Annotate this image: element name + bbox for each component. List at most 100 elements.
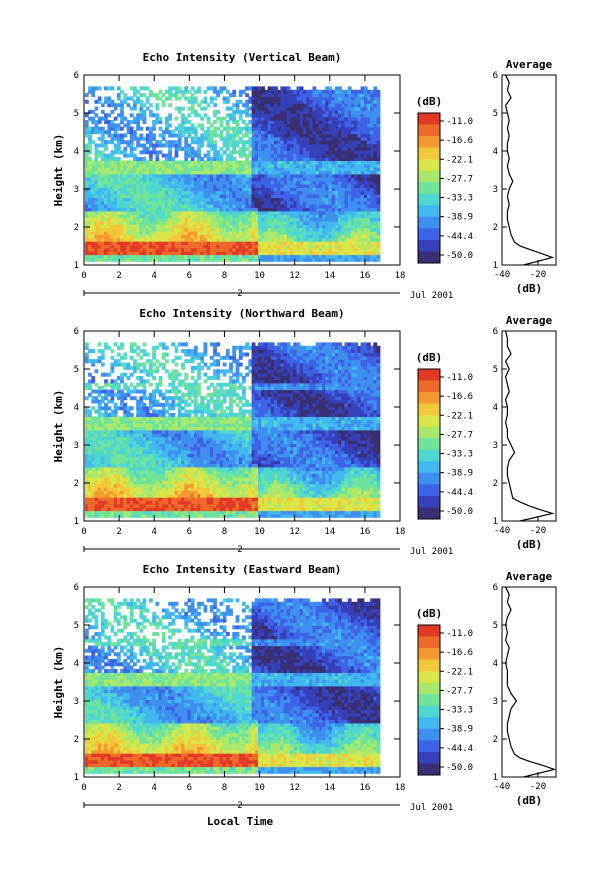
heatmap-cell (116, 241, 121, 245)
heatmap-cell (107, 493, 112, 498)
heatmap-cell (158, 143, 163, 148)
heatmap-cell (315, 106, 320, 111)
heatmap-cell (258, 113, 262, 118)
heatmap-cell (120, 163, 124, 168)
heatmap-cell (235, 103, 240, 108)
heatmap-cell (296, 204, 301, 209)
heatmap-cell (341, 99, 346, 104)
heatmap-cell (200, 177, 205, 182)
heatmap-cell (318, 106, 323, 111)
heatmap-cell (344, 106, 349, 111)
heatmap-cell (370, 167, 374, 172)
heatmap-cell (318, 197, 323, 202)
heatmap-cell (116, 389, 121, 394)
heatmap-cell (94, 160, 99, 165)
heatmap-cell (104, 493, 108, 498)
heatmap-cell (293, 160, 298, 165)
heatmap-cell (351, 237, 355, 242)
heatmap-cell (367, 106, 371, 111)
heatmap-cell (149, 254, 153, 259)
heatmap-cell (338, 244, 342, 249)
heatmap-cell (235, 187, 240, 192)
heatmap-cell (219, 234, 224, 239)
heatmap-cell (373, 254, 378, 259)
heatmap-cell (238, 227, 243, 232)
heatmap-cell (229, 237, 233, 242)
heatmap-cell (91, 140, 96, 145)
heatmap-cell (133, 497, 137, 501)
heatmap-cell (306, 257, 310, 262)
heatmap-cell (331, 220, 336, 225)
heatmap-cell (113, 241, 118, 245)
heatmap-cell (274, 234, 278, 239)
heatmap-cell (213, 143, 217, 148)
heatmap-cell (293, 130, 298, 135)
heatmap-cell (334, 187, 339, 192)
heatmap-cell (129, 349, 134, 354)
heatmap-cell (171, 217, 176, 222)
heatmap-cell (84, 153, 89, 158)
heatmap-cell (84, 160, 89, 165)
heatmap-cell (376, 224, 381, 229)
heatmap-cell (145, 183, 150, 188)
heatmap-cell (126, 476, 131, 481)
heatmap-cell (225, 197, 230, 202)
heatmap-cell (267, 113, 272, 118)
heatmap-cell (152, 143, 156, 148)
heatmap-cell (334, 251, 339, 256)
heatmap-cell (197, 214, 201, 219)
heatmap-cell (302, 254, 307, 259)
heatmap-cell (193, 89, 198, 94)
heatmap-cell (197, 183, 201, 188)
heatmap-cell (110, 470, 115, 475)
heatmap-cell (238, 197, 243, 202)
heatmap-cell (351, 120, 355, 124)
heatmap-cell (334, 157, 339, 161)
heatmap-cell (322, 126, 326, 131)
heatmap-cell (129, 224, 134, 229)
heatmap-cell (209, 220, 214, 225)
heatmap-cell (293, 109, 298, 114)
heatmap-cell (229, 160, 233, 165)
heatmap-cell (290, 180, 294, 185)
heatmap-cell (116, 439, 121, 444)
heatmap-cell (100, 136, 105, 141)
heatmap-cell (318, 130, 323, 135)
heatmap-cell (110, 349, 115, 354)
heatmap-cell (344, 200, 349, 205)
heatmap-cell (354, 103, 358, 108)
heatmap-cell (251, 190, 256, 195)
heatmap-cell (165, 187, 169, 192)
heatmap-cell (373, 170, 378, 175)
heatmap-cell (338, 194, 342, 198)
heatmap-cell (248, 217, 253, 222)
heatmap-cell (100, 187, 105, 192)
heatmap-cell (133, 480, 137, 485)
heatmap-cell (283, 187, 288, 192)
heatmap-cell (254, 244, 259, 249)
heatmap-cell (209, 257, 214, 262)
heatmap-cell (113, 167, 118, 172)
heatmap-cell (274, 237, 278, 242)
heatmap-cell (120, 493, 124, 498)
heatmap-cell (370, 200, 374, 205)
heatmap-cell (123, 163, 128, 168)
heatmap-cell (232, 244, 237, 249)
heatmap-cell (184, 177, 189, 182)
heatmap-cell (84, 200, 89, 205)
heatmap-cell (251, 230, 256, 235)
heatmap-cell (113, 146, 118, 151)
heatmap-cell (318, 153, 323, 158)
heatmap-cell (373, 113, 378, 118)
heatmap-cell (116, 247, 121, 252)
heatmap-cell (344, 230, 349, 235)
heatmap-cell (360, 214, 365, 219)
heatmap-cell (229, 187, 233, 192)
heatmap-cell (203, 173, 208, 178)
heatmap-cell (344, 224, 349, 229)
heatmap-cell (88, 379, 92, 384)
heatmap-cell (331, 96, 336, 101)
heatmap-cell (318, 244, 323, 249)
heatmap-cell (104, 423, 108, 428)
heatmap-cell (181, 207, 185, 212)
